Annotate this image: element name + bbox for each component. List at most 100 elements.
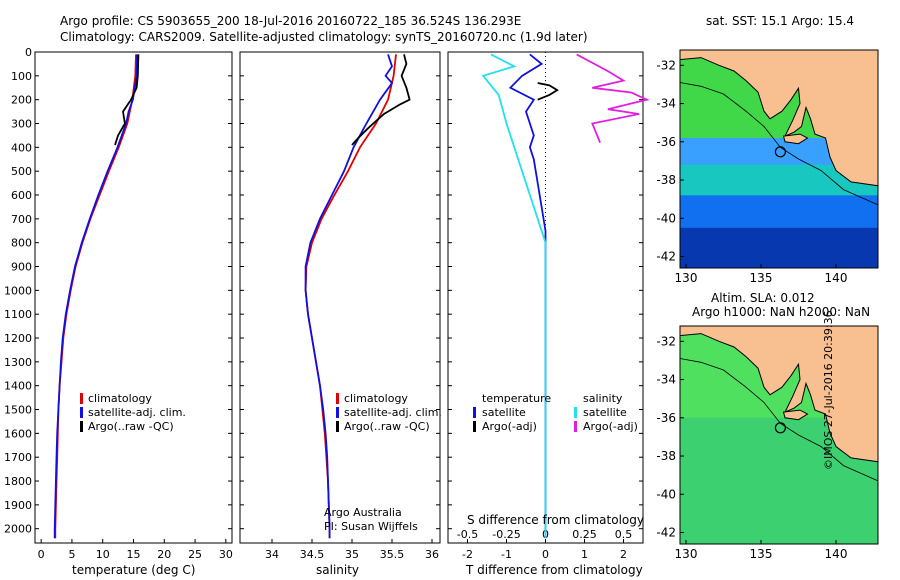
legend-s-argo: Argo(-adj)	[583, 420, 638, 433]
legend-key-2	[80, 421, 83, 432]
pi-label: PI: Susan Wijffels	[324, 520, 418, 533]
legend-key-8	[574, 407, 577, 418]
t-diff-axis-label: T difference from climatology	[466, 563, 643, 577]
salinity-axis-label: salinity	[316, 563, 360, 577]
panel-1-frame	[239, 51, 441, 544]
map-1-ytick-label: -36	[656, 411, 676, 425]
map-1-xtick-label: 140	[825, 547, 848, 561]
panel-2-xtick-label: -1	[501, 548, 512, 561]
panel-0-xtick-label: 10	[96, 548, 110, 561]
map-0-ytick-label: -34	[656, 97, 676, 111]
map-0-xtick-label: 135	[750, 271, 773, 285]
map-0-ytick-label: -38	[656, 173, 676, 187]
map-1-ytick-label: -38	[656, 449, 676, 463]
map-0-frame	[679, 49, 879, 269]
legend-header-temperature: temperature	[482, 392, 552, 405]
map-0-ytick-label: -32	[656, 58, 676, 72]
legend-key-1	[80, 407, 83, 418]
panel-2-xtick-label: 1	[581, 548, 588, 561]
sal-diff-tick-label: -0.25	[492, 528, 520, 541]
depth-tick-label: 2000	[4, 523, 32, 536]
map-0-argo-marker	[774, 146, 786, 158]
depth-tick-label: 1100	[4, 308, 32, 321]
map-1-frame	[679, 325, 879, 545]
panel-0-xtick-label: 25	[188, 548, 202, 561]
depth-tick-label: 1600	[4, 427, 32, 440]
legend-key-7	[473, 421, 476, 432]
legend-s-satellite: satellite	[583, 406, 627, 419]
panel-1-xtick-label: 35.5	[380, 548, 405, 561]
depth-tick-label: 1800	[4, 475, 32, 488]
depth-tick-label: 1200	[4, 332, 32, 345]
depth-tick-label: 0	[25, 46, 32, 59]
series-line-2-1	[537, 82, 559, 101]
legend-key-5	[336, 421, 339, 432]
legend-t-satellite: satellite	[482, 406, 526, 419]
depth-tick-label: 500	[11, 165, 32, 178]
legend-key-0	[80, 393, 83, 404]
depth-tick-label: 1700	[4, 451, 32, 464]
depth-tick-label: 1400	[4, 380, 32, 393]
map-0-xtick-label: 140	[825, 271, 848, 285]
panel-0-xtick-label: 0	[38, 548, 45, 561]
map-0-ytick-label: -36	[656, 135, 676, 149]
s-diff-axis-label: S difference from climatology	[467, 513, 644, 527]
depth-tick-label: 1300	[4, 356, 32, 369]
series-line-0-1	[53, 54, 139, 539]
panel-1-xtick-label: 34.5	[300, 548, 325, 561]
map-1-ytick-label: -32	[656, 334, 676, 348]
map-0-island	[782, 133, 809, 145]
legend-argo-2: Argo(..raw -QC)	[344, 420, 430, 433]
profile-title: Argo profile: CS 5903655_200 18-Jul-2016…	[60, 14, 522, 28]
map-0-ytick-label: -42	[656, 250, 676, 264]
panel-2-xtick-label: -2	[462, 548, 473, 561]
map-0-xtick-label: 130	[675, 271, 698, 285]
series-line-1-0	[304, 54, 397, 539]
panel-0-xtick-label: 15	[127, 548, 141, 561]
panel-1-xtick-label: 35	[345, 548, 359, 561]
map-1-contour	[679, 358, 879, 482]
panel-1-xtick-label: 34	[265, 548, 279, 561]
sst-map-title: sat. SST: 15.1 Argo: 15.4	[706, 14, 855, 28]
series-line-2-0	[508, 53, 547, 539]
panel-1-xtick-label: 36	[425, 548, 439, 561]
legend-header-salinity: salinity	[583, 392, 623, 405]
series-line-1-2	[351, 54, 411, 146]
legend-satellite-2: satellite-adj. clim.	[344, 406, 442, 419]
map-1-land	[679, 325, 879, 463]
panel-0-frame	[34, 51, 233, 544]
series-line-0-2	[114, 54, 140, 146]
temperature-axis-label: temperature (deg C)	[72, 563, 196, 577]
depth-tick-label: 200	[11, 94, 32, 107]
imos-stamp: ©IMOS 27-Jul-2016 20:39:36	[822, 310, 835, 470]
sla-map-title-1: Altim. SLA: 0.012	[711, 291, 815, 305]
legend-t-argo: Argo(-adj)	[482, 420, 537, 433]
series-line-2-3	[576, 53, 650, 143]
sal-diff-tick-label: 0.5	[615, 528, 633, 541]
sal-diff-tick-label: 0.25	[572, 528, 597, 541]
legend-satellite-1: satellite-adj. clim.	[88, 406, 186, 419]
institution-label: Argo Australia	[324, 506, 402, 519]
depth-tick-label: 400	[11, 141, 32, 154]
depth-tick-label: 900	[11, 261, 32, 274]
depth-tick-label: 600	[11, 189, 32, 202]
map-1-ytick-label: -34	[656, 373, 676, 387]
sla-map-title-2: Argo h1000: NaN h2000: NaN	[692, 305, 871, 319]
panel-2-xtick-label: 2	[620, 548, 627, 561]
series-line-2-2	[481, 53, 547, 539]
legend-argo-1: Argo(..raw -QC)	[88, 420, 174, 433]
depth-tick-label: 700	[11, 213, 32, 226]
map-1-ytick-label: -40	[656, 487, 676, 501]
depth-tick-label: 300	[11, 118, 32, 131]
map-1-argo-marker	[774, 422, 786, 434]
map-1-ytick-label: -42	[656, 526, 676, 540]
legend-key-6	[473, 407, 476, 418]
map-0-contour	[679, 82, 879, 206]
depth-tick-label: 100	[11, 70, 32, 83]
series-line-1-1	[304, 54, 394, 539]
map-1-island	[782, 409, 809, 421]
legend-climatology-1: climatology	[88, 392, 152, 405]
map-0-band-3	[680, 227, 878, 268]
sal-diff-tick-label: -0.5	[457, 528, 478, 541]
